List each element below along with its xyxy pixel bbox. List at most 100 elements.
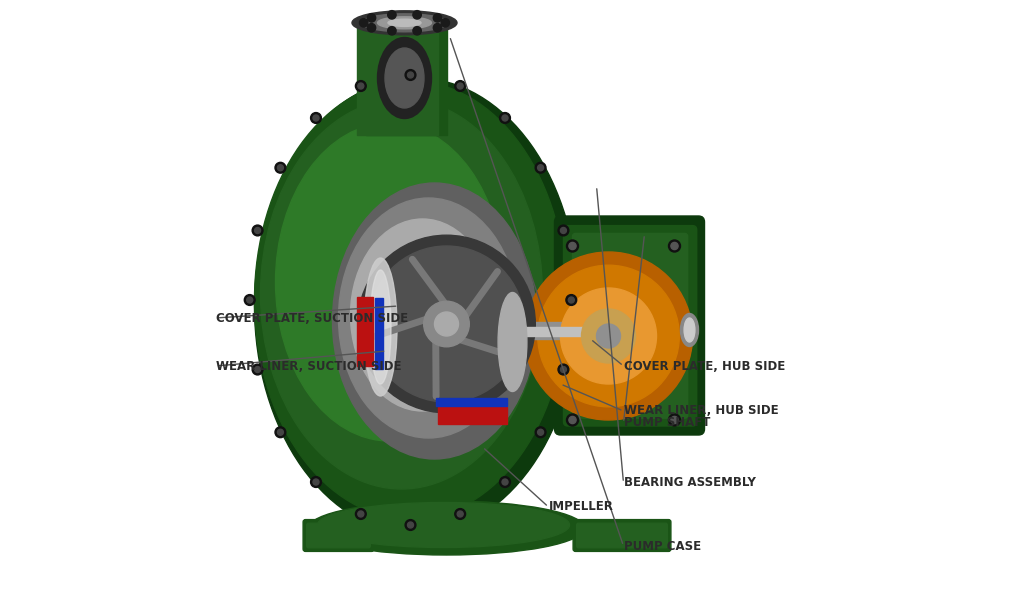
Circle shape [455, 80, 465, 91]
FancyBboxPatch shape [306, 523, 370, 548]
Circle shape [441, 19, 450, 27]
Circle shape [668, 414, 681, 426]
Circle shape [561, 367, 567, 373]
Circle shape [356, 509, 366, 520]
Circle shape [567, 414, 578, 426]
Circle shape [360, 19, 368, 27]
Ellipse shape [338, 198, 519, 438]
Ellipse shape [377, 17, 432, 29]
Circle shape [569, 416, 576, 424]
Circle shape [408, 72, 413, 78]
Circle shape [408, 522, 413, 528]
Text: WEAR LINER, HUB SIDE: WEAR LINER, HUB SIDE [623, 404, 778, 418]
Polygon shape [357, 21, 438, 135]
Circle shape [569, 242, 576, 250]
Circle shape [538, 265, 680, 407]
Text: WEAR LINER, SUCTION SIDE: WEAR LINER, SUCTION SIDE [215, 359, 401, 373]
Ellipse shape [370, 270, 391, 384]
Circle shape [247, 297, 253, 303]
Circle shape [581, 309, 636, 363]
Circle shape [558, 364, 569, 375]
Circle shape [561, 288, 656, 384]
Circle shape [275, 427, 286, 437]
FancyBboxPatch shape [577, 523, 667, 548]
FancyBboxPatch shape [357, 297, 373, 366]
Circle shape [671, 242, 679, 250]
Circle shape [358, 235, 535, 413]
Ellipse shape [309, 501, 584, 555]
Circle shape [275, 163, 286, 173]
Ellipse shape [498, 292, 527, 391]
Ellipse shape [254, 78, 578, 534]
Ellipse shape [681, 313, 698, 346]
Circle shape [244, 295, 255, 305]
Circle shape [367, 23, 376, 32]
Circle shape [537, 429, 543, 435]
Circle shape [597, 324, 620, 348]
Ellipse shape [364, 258, 397, 396]
Circle shape [423, 301, 469, 347]
Circle shape [457, 83, 463, 89]
Circle shape [568, 297, 574, 303]
Circle shape [387, 26, 396, 35]
Circle shape [435, 312, 458, 336]
Circle shape [252, 225, 263, 236]
Ellipse shape [684, 318, 695, 342]
Circle shape [671, 416, 679, 424]
Circle shape [434, 14, 442, 22]
Circle shape [502, 479, 508, 485]
Circle shape [561, 227, 567, 233]
Circle shape [405, 70, 416, 80]
FancyBboxPatch shape [438, 407, 506, 424]
Circle shape [313, 115, 319, 121]
Circle shape [405, 520, 416, 530]
FancyBboxPatch shape [525, 327, 612, 336]
Circle shape [566, 295, 577, 305]
Circle shape [278, 429, 283, 435]
Circle shape [455, 509, 465, 520]
Circle shape [499, 113, 510, 124]
Ellipse shape [385, 48, 424, 108]
Circle shape [387, 11, 396, 19]
Circle shape [369, 246, 525, 402]
Circle shape [535, 427, 546, 437]
Circle shape [278, 165, 283, 171]
Circle shape [252, 364, 263, 375]
FancyBboxPatch shape [303, 520, 374, 551]
Circle shape [535, 163, 546, 173]
Text: IMPELLER: IMPELLER [548, 500, 613, 514]
FancyBboxPatch shape [564, 226, 697, 426]
Ellipse shape [361, 14, 448, 32]
FancyBboxPatch shape [374, 298, 383, 369]
Circle shape [567, 240, 578, 252]
Text: COVER PLATE, SUCTION SIDE: COVER PLATE, SUCTION SIDE [215, 311, 408, 325]
Circle shape [311, 113, 322, 124]
Text: COVER PLATE, HUB SIDE: COVER PLATE, HUB SIDE [623, 359, 785, 373]
Ellipse shape [260, 99, 542, 489]
Circle shape [434, 23, 442, 32]
Circle shape [499, 476, 510, 487]
Ellipse shape [351, 219, 494, 411]
FancyBboxPatch shape [555, 216, 704, 435]
Circle shape [537, 165, 543, 171]
Circle shape [311, 476, 322, 487]
Ellipse shape [254, 81, 567, 519]
Circle shape [525, 252, 693, 420]
Ellipse shape [332, 183, 536, 459]
Circle shape [558, 225, 569, 236]
Circle shape [413, 11, 421, 19]
FancyBboxPatch shape [437, 398, 507, 406]
Circle shape [254, 367, 260, 373]
Circle shape [313, 479, 319, 485]
Ellipse shape [352, 11, 457, 35]
Ellipse shape [318, 503, 570, 547]
Circle shape [358, 511, 364, 517]
Circle shape [254, 227, 260, 233]
Circle shape [356, 80, 366, 91]
Text: PUMP SHAFT: PUMP SHAFT [623, 416, 710, 430]
Text: PUMP CASE: PUMP CASE [623, 539, 701, 553]
Circle shape [413, 26, 421, 35]
Circle shape [457, 511, 463, 517]
FancyBboxPatch shape [525, 322, 612, 339]
Circle shape [573, 276, 693, 396]
